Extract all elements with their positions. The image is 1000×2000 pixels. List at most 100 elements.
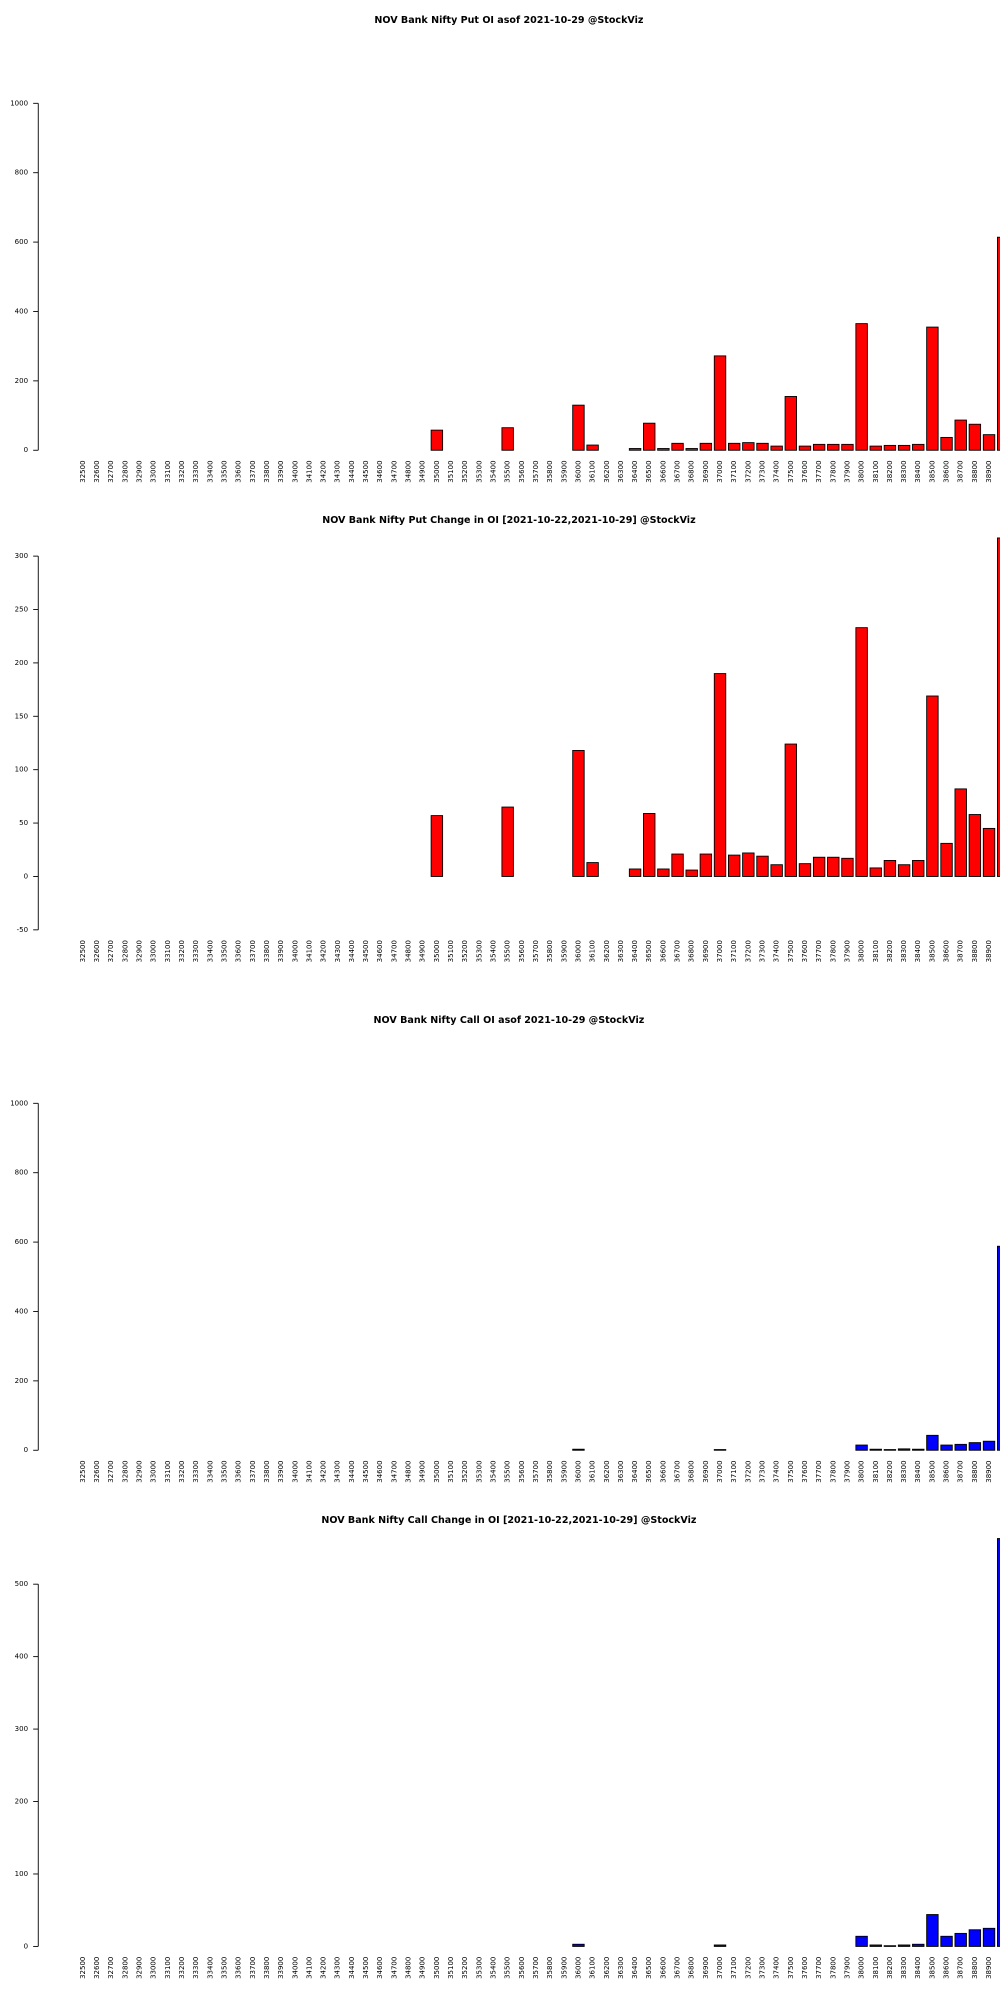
x-tick-label: 36700 [673, 1957, 682, 1979]
x-tick-label: 35700 [531, 1460, 540, 1482]
x-tick-label: 35100 [446, 1957, 455, 1979]
bar [954, 419, 967, 451]
x-tick-label: 36000 [573, 460, 582, 482]
x-tick-label: 37500 [786, 940, 795, 962]
x-tick-label: 37900 [842, 1460, 851, 1482]
bar [572, 404, 585, 451]
x-tick-label: 38500 [927, 1957, 936, 1979]
x-tick-label: 38200 [885, 460, 894, 482]
x-tick-label: 38400 [913, 1460, 922, 1482]
bar [954, 788, 967, 877]
x-tick-label: 38000 [857, 940, 866, 962]
x-tick-label: 33900 [276, 1460, 285, 1482]
x-tick-label: 38000 [857, 1460, 866, 1482]
x-tick-label: 33900 [276, 940, 285, 962]
x-tick-label: 36100 [588, 460, 597, 482]
bar [572, 1943, 585, 1947]
x-tick-label: 34000 [290, 1460, 299, 1482]
x-tick-label: 38900 [984, 1460, 993, 1482]
bar [940, 1935, 953, 1947]
x-tick-label: 35600 [517, 460, 526, 482]
x-tick-label: 38400 [913, 1957, 922, 1979]
bar [855, 323, 868, 451]
bar [643, 813, 656, 877]
x-tick-label: 35600 [517, 940, 526, 962]
x-tick-label: 35100 [446, 940, 455, 962]
x-tick-label: 37400 [772, 1957, 781, 1979]
x-tick-label: 38500 [927, 1460, 936, 1482]
bar [827, 443, 840, 451]
bar [968, 1442, 982, 1451]
bar [713, 673, 727, 877]
x-tick-label: 34000 [290, 1957, 299, 1979]
x-tick-label: 37100 [729, 1957, 738, 1979]
x-tick-label: 38000 [857, 460, 866, 482]
x-tick-label: 38900 [984, 940, 993, 962]
x-tick-label: 35400 [488, 940, 497, 962]
bar [586, 444, 599, 451]
x-tick-label: 34500 [361, 940, 370, 962]
x-tick-label: 35200 [460, 460, 469, 482]
y-tick-label: 300 [15, 551, 28, 560]
x-tick-label: 34700 [389, 1460, 398, 1482]
x-tick-label: 32600 [92, 1460, 101, 1482]
bar [699, 442, 713, 451]
bar [742, 852, 755, 877]
bar [572, 1448, 585, 1451]
x-tick-label: 35200 [460, 1460, 469, 1482]
x-tick-label: 35900 [559, 940, 568, 962]
x-tick-label: 38600 [942, 940, 951, 962]
bar [869, 1448, 882, 1451]
x-tick-label: 33400 [205, 460, 214, 482]
x-tick-label: 33700 [248, 460, 257, 482]
x-tick-label: 34700 [389, 1957, 398, 1979]
bar [883, 1449, 897, 1451]
x-tick-label: 37700 [814, 1460, 823, 1482]
y-tick-label: 200 [15, 658, 28, 667]
x-tick-label: 34900 [418, 1460, 427, 1482]
x-tick-label: 35200 [460, 940, 469, 962]
x-tick-label: 38600 [942, 1957, 951, 1979]
bar [883, 444, 897, 451]
x-tick-label: 32500 [78, 1460, 87, 1482]
x-tick-label: 37100 [729, 1460, 738, 1482]
x-tick-label: 34300 [333, 1957, 342, 1979]
bar [713, 1449, 727, 1451]
x-tick-label: 37200 [743, 1460, 752, 1482]
x-tick-label: 34900 [418, 1957, 427, 1979]
x-tick-label: 33100 [163, 1957, 172, 1979]
x-tick-label: 37000 [715, 1957, 724, 1979]
x-tick-label: 37800 [828, 1460, 837, 1482]
x-tick-label: 36200 [602, 1460, 611, 1482]
x-tick-label: 35700 [531, 940, 540, 962]
x-tick-label: 37600 [800, 1460, 809, 1482]
x-tick-label: 34300 [333, 460, 342, 482]
x-tick-label: 37500 [786, 460, 795, 482]
bar [855, 1444, 868, 1451]
x-tick-label: 32900 [135, 940, 144, 962]
x-tick-label: 35600 [517, 1957, 526, 1979]
x-tick-label: 33200 [177, 940, 186, 962]
bar [657, 868, 670, 877]
x-tick-label: 35400 [488, 1957, 497, 1979]
x-tick-label: 33100 [163, 940, 172, 962]
x-tick-label: 37900 [842, 940, 851, 962]
x-tick-label: 32800 [120, 1460, 129, 1482]
x-tick-label: 37300 [758, 460, 767, 482]
x-tick-label: 36900 [701, 1957, 710, 1979]
x-tick-label: 36800 [687, 1957, 696, 1979]
x-tick-label: 37500 [786, 1957, 795, 1979]
x-tick-label: 38700 [956, 940, 965, 962]
x-tick-label: 36300 [616, 1460, 625, 1482]
bar [685, 448, 698, 451]
x-tick-label: 35100 [446, 1460, 455, 1482]
bar [954, 1443, 967, 1451]
x-tick-label: 36300 [616, 1957, 625, 1979]
x-tick-label: 34100 [304, 1460, 313, 1482]
x-tick-label: 32900 [135, 1460, 144, 1482]
x-tick-label: 38600 [942, 1460, 951, 1482]
y-tick-label: 600 [15, 237, 28, 246]
x-tick-label: 36600 [658, 1957, 667, 1979]
x-tick-label: 32500 [78, 460, 87, 482]
